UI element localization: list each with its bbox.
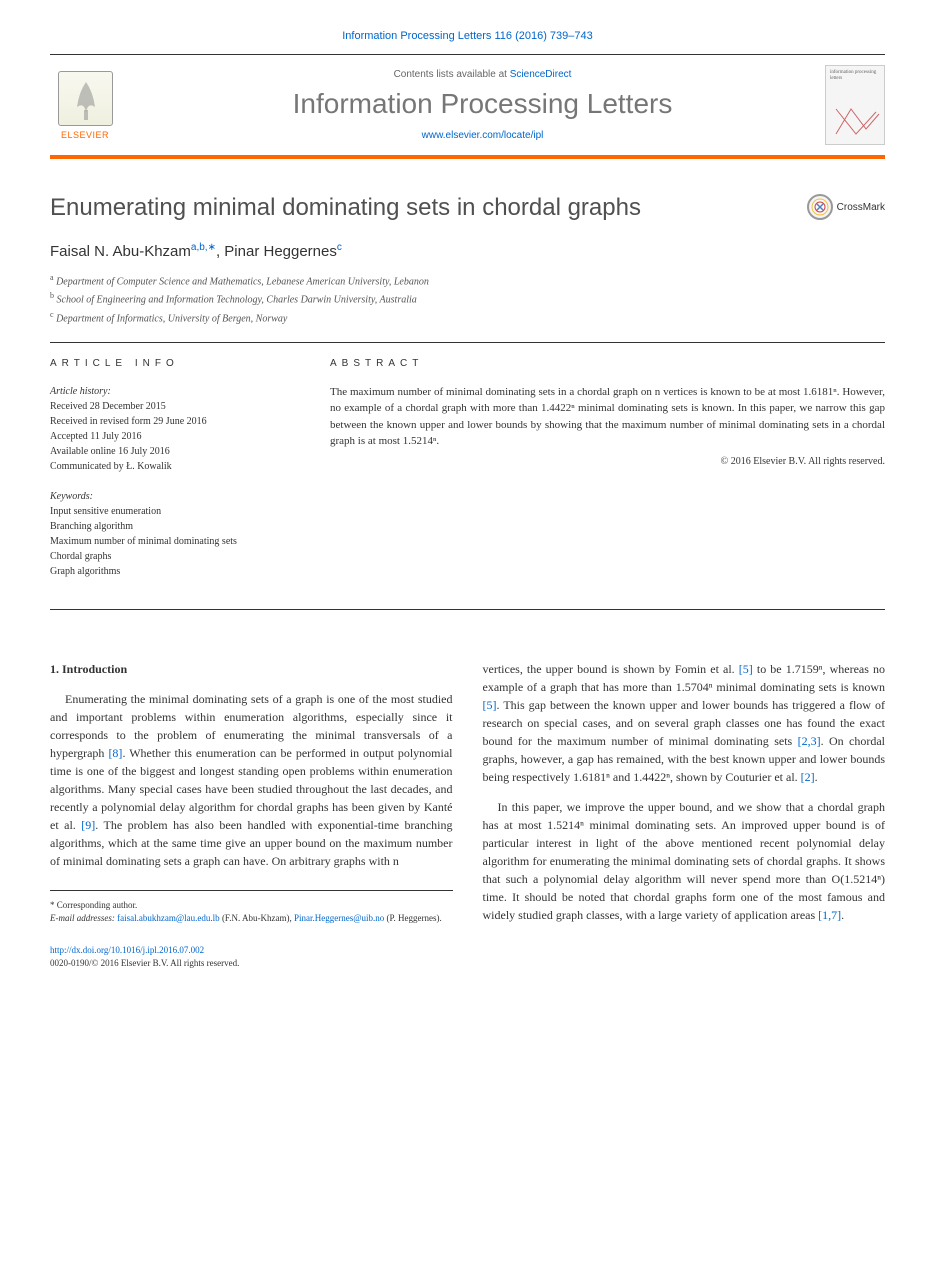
keyword-0: Input sensitive enumeration bbox=[50, 504, 290, 519]
history-received: Received 28 December 2015 bbox=[50, 399, 290, 414]
history-accepted: Accepted 11 July 2016 bbox=[50, 429, 290, 444]
affiliation-b-text: School of Engineering and Information Te… bbox=[57, 295, 417, 306]
rule-above-info bbox=[50, 342, 885, 343]
affiliation-a-text: Department of Computer Science and Mathe… bbox=[56, 276, 429, 287]
authors: Faisal N. Abu-Khzama,b,∗, Pinar Heggerne… bbox=[50, 242, 885, 260]
p1-text-c: . The problem has also been handled with… bbox=[50, 818, 453, 868]
keyword-3: Chordal graphs bbox=[50, 549, 290, 564]
ref-17-link[interactable]: [1,7] bbox=[818, 908, 841, 922]
ref-5a-link[interactable]: [5] bbox=[739, 662, 753, 676]
p2-text-b: . bbox=[841, 908, 844, 922]
p1c-text-a: vertices, the upper bound is shown by Fo… bbox=[483, 662, 739, 676]
doi-link[interactable]: http://dx.doi.org/10.1016/j.ipl.2016.07.… bbox=[50, 944, 453, 957]
history-label: Article history: bbox=[50, 384, 290, 399]
section-title: Introduction bbox=[62, 662, 127, 676]
author-1-affil: a,b,∗ bbox=[191, 242, 216, 253]
elsevier-tree-icon bbox=[58, 71, 113, 126]
p1c-text-e: . bbox=[815, 770, 818, 784]
affiliation-a: a Department of Computer Science and Mat… bbox=[50, 272, 885, 290]
abstract-heading: ABSTRACT bbox=[330, 358, 885, 369]
corr-label: Corresponding author. bbox=[57, 900, 138, 910]
cover-graphic-icon bbox=[831, 104, 881, 139]
article-history: Article history: Received 28 December 20… bbox=[50, 384, 290, 474]
keyword-1: Branching algorithm bbox=[50, 519, 290, 534]
email-1-name: (F.N. Abu-Khzam), bbox=[222, 913, 292, 923]
history-revised: Received in revised form 29 June 2016 bbox=[50, 414, 290, 429]
abstract-column: ABSTRACT The maximum number of minimal d… bbox=[330, 358, 885, 594]
author-1[interactable]: Faisal N. Abu-Khzam bbox=[50, 243, 191, 260]
affiliation-c-text: Department of Informatics, University of… bbox=[56, 313, 287, 324]
orange-rule bbox=[50, 155, 885, 159]
cover-title: information processing letters bbox=[830, 70, 880, 81]
corresponding-author-footer: * Corresponding author. E-mail addresses… bbox=[50, 890, 453, 926]
abstract-text: The maximum number of minimal dominating… bbox=[330, 384, 885, 450]
keyword-4: Graph algorithms bbox=[50, 564, 290, 579]
journal-header: ELSEVIER Contents lists available at Sci… bbox=[50, 55, 885, 155]
title-row: Enumerating minimal dominating sets in c… bbox=[50, 194, 885, 222]
ref-9-link[interactable]: [9] bbox=[81, 818, 95, 832]
info-abstract-row: ARTICLE INFO Article history: Received 2… bbox=[50, 358, 885, 594]
email-label: E-mail addresses: bbox=[50, 913, 115, 923]
body-column-right: vertices, the upper bound is shown by Fo… bbox=[483, 660, 886, 969]
ref-8-link[interactable]: [8] bbox=[108, 746, 122, 760]
abstract-copyright: © 2016 Elsevier B.V. All rights reserved… bbox=[330, 456, 885, 467]
affiliation-c: c Department of Informatics, University … bbox=[50, 309, 885, 327]
elsevier-logo[interactable]: ELSEVIER bbox=[50, 65, 120, 145]
journal-cover-thumbnail[interactable]: information processing letters bbox=[825, 65, 885, 145]
email-2-name: (P. Heggernes). bbox=[387, 913, 442, 923]
affiliation-b: b School of Engineering and Information … bbox=[50, 290, 885, 308]
keyword-2: Maximum number of minimal dominating set… bbox=[50, 534, 290, 549]
crossmark-label: CrossMark bbox=[837, 202, 885, 213]
header-citation: Information Processing Letters 116 (2016… bbox=[50, 30, 885, 42]
contents-prefix: Contents lists available at bbox=[394, 69, 510, 80]
ref-2-link[interactable]: [2] bbox=[801, 770, 815, 784]
email-2[interactable]: Pinar.Heggernes@uib.no bbox=[294, 913, 384, 923]
journal-url[interactable]: www.elsevier.com/locate/ipl bbox=[140, 130, 825, 141]
rule-below-info bbox=[50, 609, 885, 610]
body-column-left: 1. Introduction Enumerating the minimal … bbox=[50, 660, 453, 969]
p2-text-a: In this paper, we improve the upper boun… bbox=[483, 800, 886, 922]
author-2-affil: c bbox=[337, 242, 342, 253]
article-info-heading: ARTICLE INFO bbox=[50, 358, 290, 369]
keywords-label: Keywords: bbox=[50, 489, 290, 504]
email-1[interactable]: faisal.abukhzam@lau.edu.lb bbox=[117, 913, 220, 923]
body-columns: 1. Introduction Enumerating the minimal … bbox=[50, 660, 885, 969]
keywords-block: Keywords: Input sensitive enumeration Br… bbox=[50, 489, 290, 579]
section-number: 1. bbox=[50, 662, 59, 676]
article-title: Enumerating minimal dominating sets in c… bbox=[50, 194, 807, 222]
corr-author-line: * Corresponding author. bbox=[50, 899, 453, 913]
elsevier-label: ELSEVIER bbox=[61, 130, 109, 140]
intro-paragraph-1: Enumerating the minimal dominating sets … bbox=[50, 690, 453, 870]
header-center: Contents lists available at ScienceDirec… bbox=[140, 69, 825, 141]
ref-23-link[interactable]: [2,3] bbox=[798, 734, 821, 748]
history-online: Available online 16 July 2016 bbox=[50, 444, 290, 459]
article-info-column: ARTICLE INFO Article history: Received 2… bbox=[50, 358, 290, 594]
journal-name: Information Processing Letters bbox=[140, 88, 825, 120]
doi-block: http://dx.doi.org/10.1016/j.ipl.2016.07.… bbox=[50, 944, 453, 969]
contents-available: Contents lists available at ScienceDirec… bbox=[140, 69, 825, 80]
sciencedirect-link[interactable]: ScienceDirect bbox=[510, 69, 572, 80]
email-line: E-mail addresses: faisal.abukhzam@lau.ed… bbox=[50, 912, 453, 926]
history-communicated: Communicated by Ł. Kowalik bbox=[50, 459, 290, 474]
intro-paragraph-1-cont: vertices, the upper bound is shown by Fo… bbox=[483, 660, 886, 786]
section-1-heading: 1. Introduction bbox=[50, 660, 453, 678]
author-2[interactable]: Pinar Heggernes bbox=[224, 243, 337, 260]
ref-5b-link[interactable]: [5] bbox=[483, 698, 497, 712]
affiliations: a Department of Computer Science and Mat… bbox=[50, 272, 885, 327]
issn-copyright: 0020-0190/© 2016 Elsevier B.V. All right… bbox=[50, 957, 453, 970]
crossmark-icon bbox=[807, 194, 833, 220]
intro-paragraph-2: In this paper, we improve the upper boun… bbox=[483, 798, 886, 924]
crossmark-badge[interactable]: CrossMark bbox=[807, 194, 885, 220]
